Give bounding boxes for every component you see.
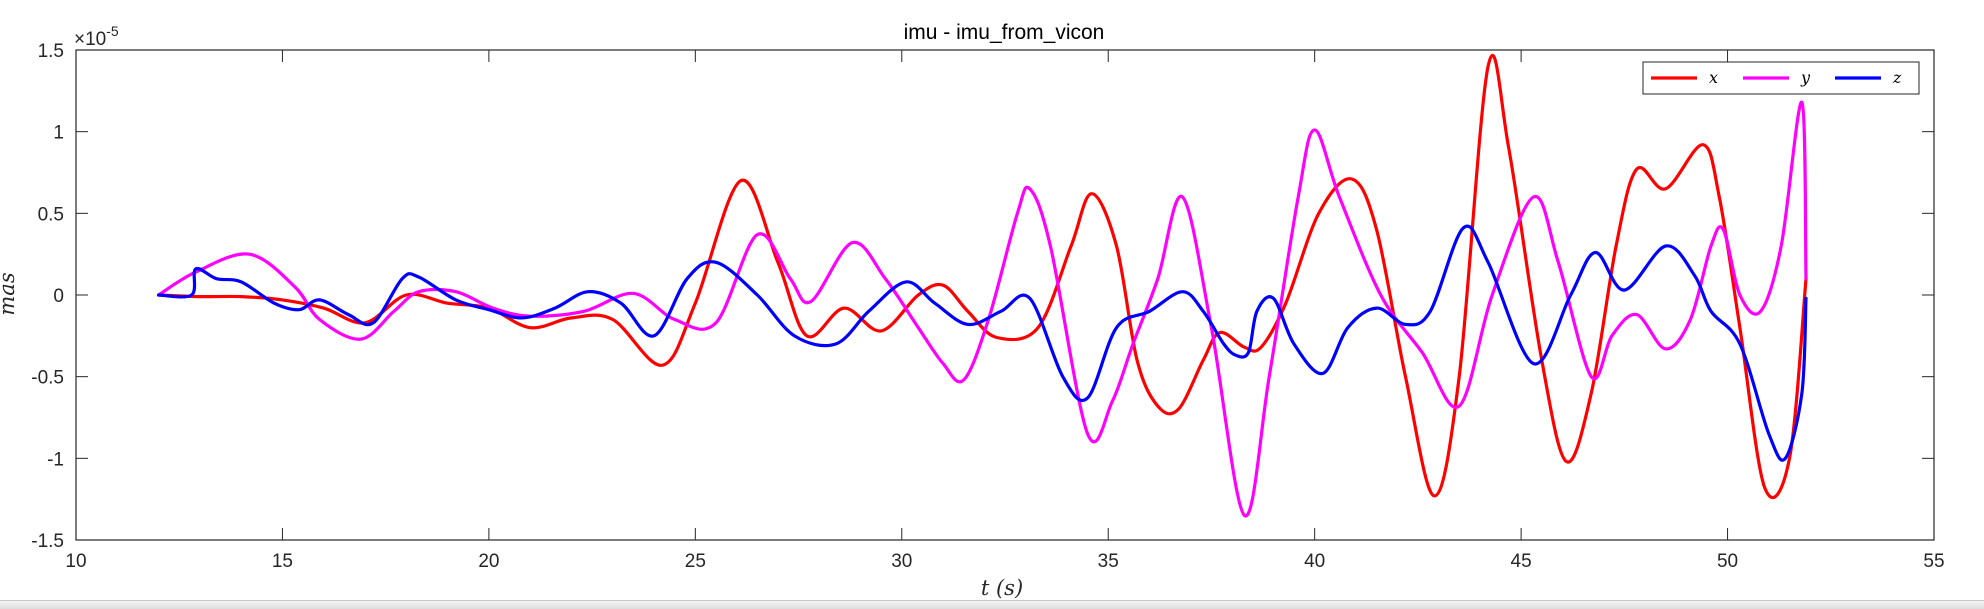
y-exponent-label: ×10-5 [74, 23, 119, 50]
chart-title: imu - imu_from_vicon [904, 21, 1105, 44]
y-exponent-power: -5 [106, 23, 119, 39]
x-tick-label: 30 [891, 551, 912, 572]
legend-label-x: x [1709, 68, 1718, 87]
series-line-z [157, 224, 1808, 462]
y-tick-label: -1.5 [31, 531, 64, 552]
ticks-layer: 10 15 20 25 30 35 40 45 50 55 1.5 1 0.5 0 -0.5 -1 -1.5 [31, 41, 1944, 572]
x-tick-label: 45 [1511, 551, 1532, 572]
x-tick-label: 20 [478, 551, 499, 572]
x-tick-label: 40 [1304, 551, 1325, 572]
legend-label-z: z [1892, 68, 1902, 87]
y-exponent-base: ×10 [74, 29, 106, 50]
x-tick-label: 55 [1923, 551, 1944, 572]
x-tick-label: 50 [1717, 551, 1738, 572]
x-axis-label: t (s) [981, 576, 1023, 600]
y-axis-label: mas [0, 272, 19, 315]
y-tick-label: 1.5 [38, 41, 64, 62]
y-tick-label: -1 [47, 449, 64, 470]
axes-box [75, 49, 1935, 541]
series-line-y [157, 100, 1808, 518]
y-tick-label: -0.5 [31, 368, 64, 389]
x-tick-label: 10 [65, 551, 86, 572]
y-tick-label: 1 [53, 123, 64, 144]
series-layer [157, 54, 1808, 518]
x-tick-label: 35 [1098, 551, 1119, 572]
window-bottom-edge [0, 600, 1984, 609]
x-tick-label: 15 [272, 551, 293, 572]
legend-label-y: y [1800, 68, 1811, 87]
y-tick-label: 0 [53, 286, 64, 307]
x-tick-label: 25 [685, 551, 706, 572]
legend: x y z [1642, 61, 1920, 95]
series-line-x [157, 54, 1808, 500]
y-tick-label: 0.5 [38, 204, 64, 225]
plot-area [75, 49, 1935, 541]
